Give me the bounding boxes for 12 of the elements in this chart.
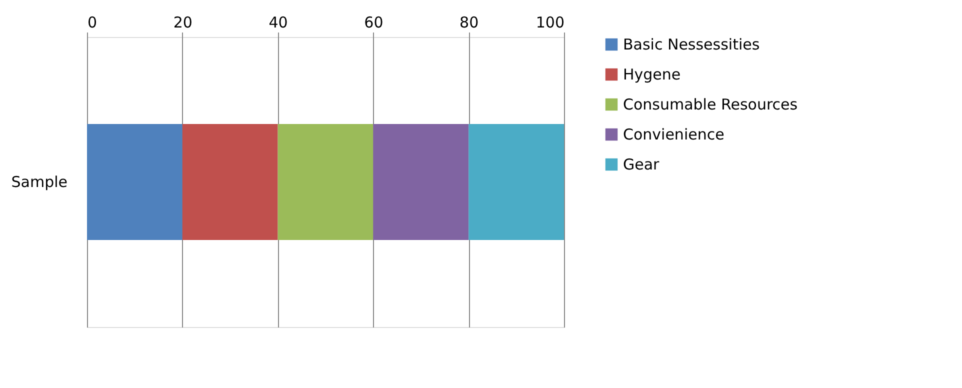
x-tick-label: 0	[88, 14, 98, 32]
legend-label: Consumable Resources	[623, 96, 798, 114]
x-tick-label: 100	[536, 14, 564, 32]
y-tick-label: Sample	[11, 173, 68, 191]
legend-label: Hygene	[623, 66, 681, 84]
legend-label: Convienience	[623, 126, 724, 144]
x-tick-label: 40	[268, 14, 288, 32]
legend-label: Gear	[623, 156, 660, 174]
legend-label: Basic Nessessities	[623, 36, 760, 54]
x-tick-label: 20	[173, 14, 192, 32]
x-tick-label: 80	[460, 14, 479, 32]
x-tick-label: 60	[364, 14, 384, 32]
